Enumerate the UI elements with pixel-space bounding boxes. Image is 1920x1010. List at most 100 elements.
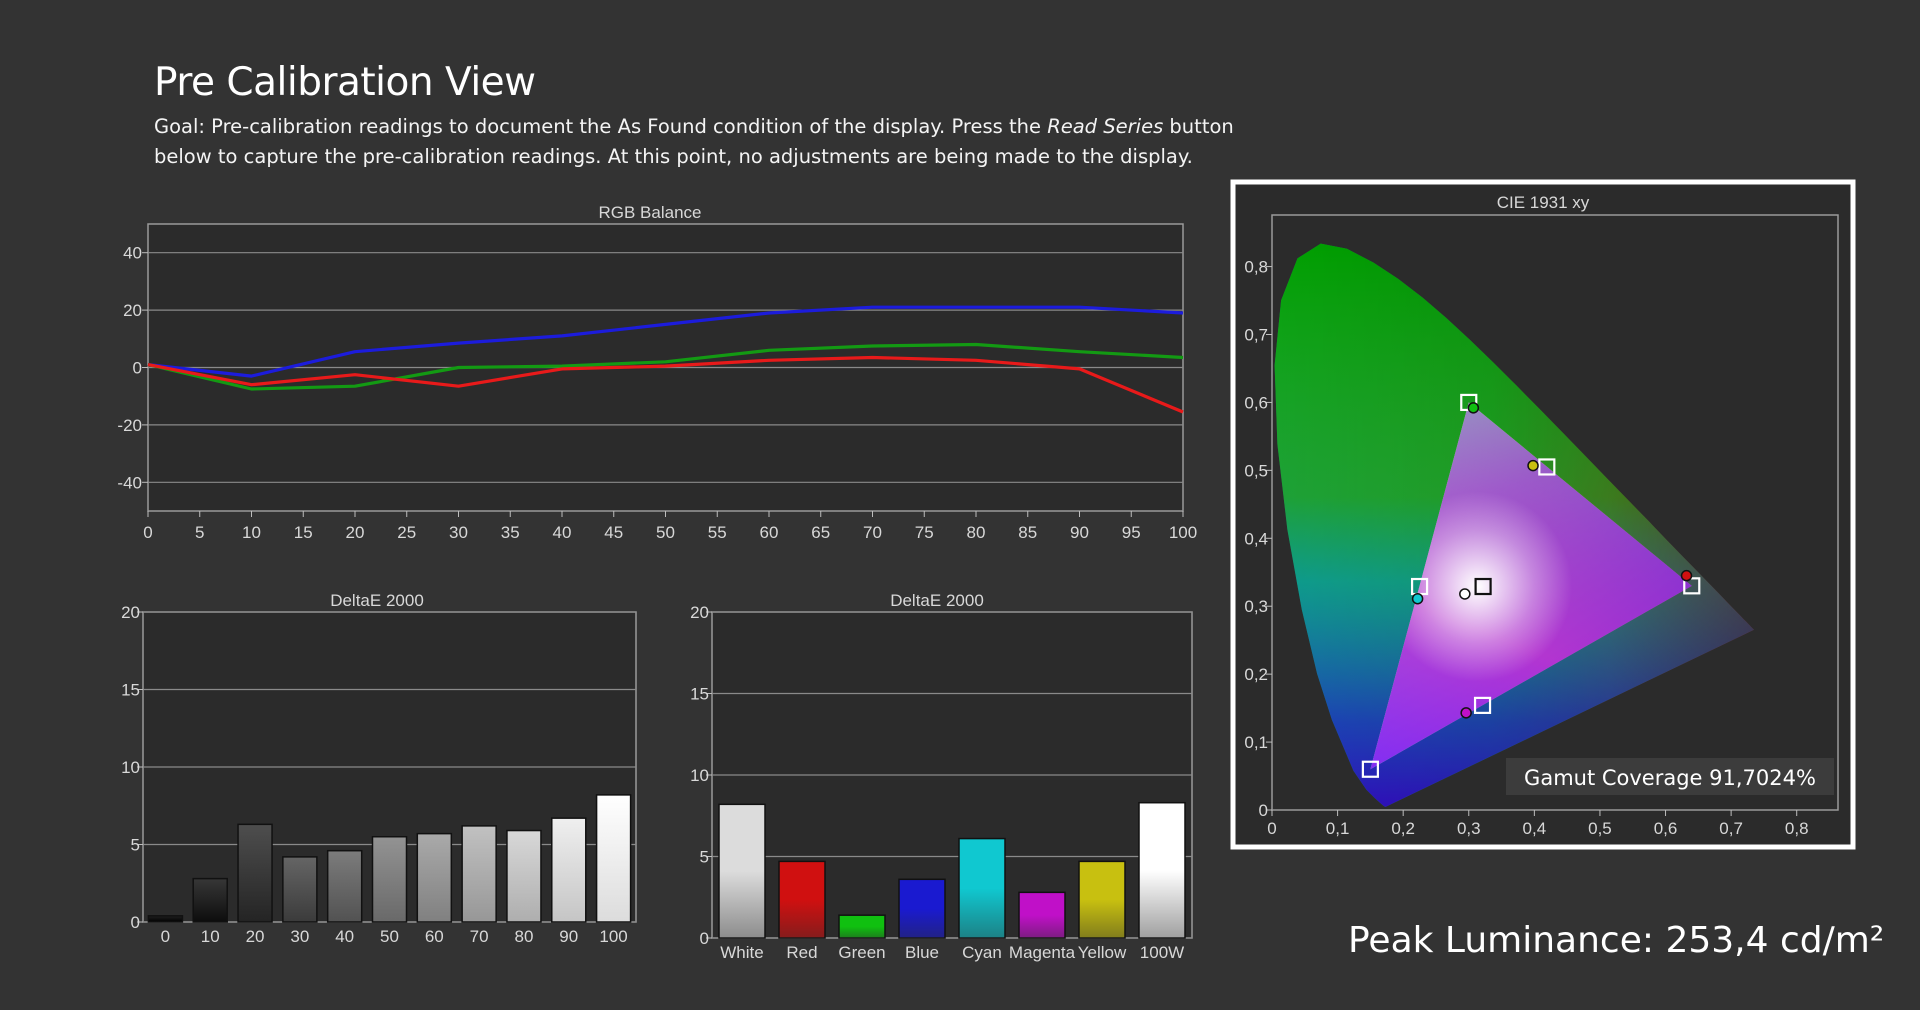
rgb-x-tick-label: 75 [915, 523, 934, 542]
goal-text-prefix: Goal: Pre-calibration readings to docume… [154, 115, 1048, 138]
cie-x-axis: 0 0,1 0,2 0,3 0,4 0,5 0,6 0,7 0,8 [1267, 810, 1809, 838]
rgb-x-tick-label: 45 [604, 523, 623, 542]
color-y-tick-label: 15 [690, 685, 709, 704]
rgb-series-line-0 [147, 305, 1184, 378]
color-bar [1078, 860, 1126, 939]
color-x-tick-label: Red [786, 943, 817, 962]
rgb-x-tick-label: 85 [1018, 523, 1037, 542]
cie-x-tick-label: 0,1 [1326, 819, 1350, 838]
color-x-tick-label: Cyan [962, 943, 1002, 962]
deltae-colors-chart: DeltaE 2000 20 15 10 5 0 White Red Green Blue Cy… [690, 591, 1193, 962]
rgb-x-tick-label: 80 [967, 523, 986, 542]
cie-x-tick-label: 0,5 [1588, 819, 1612, 838]
gray-x-tick-label: 80 [514, 927, 533, 946]
rgb-x-tick-label: 5 [195, 523, 204, 542]
color-bar [958, 837, 1006, 939]
gray-x-tick-label: 90 [559, 927, 578, 946]
target-marker [1474, 577, 1492, 596]
gray-bars [147, 794, 632, 923]
target-marker [1473, 696, 1492, 714]
rgb-y-tick-label: -40 [117, 473, 142, 492]
target-marker [1683, 577, 1701, 595]
gray-x-tick-label: 10 [201, 927, 220, 946]
color-x-tick-label: Blue [905, 943, 939, 962]
gray-bar [147, 915, 184, 923]
cie-y-tick-label: 0,3 [1244, 597, 1268, 616]
rgb-x-tick-label: 65 [811, 523, 830, 542]
rgb-x-tick-label: 55 [708, 523, 727, 542]
color-y-tick-label: 10 [690, 766, 709, 785]
measured-point [1460, 707, 1472, 719]
color-bars [718, 801, 1186, 939]
cie-x-tick-label: 0,4 [1523, 819, 1547, 838]
gray-x-tick-label: 70 [470, 927, 489, 946]
measured-point [1527, 459, 1539, 472]
rgb-y-tick-label: 40 [123, 244, 142, 263]
cie-y-axis: 0,8 0,7 0,6 0,5 0,4 0,3 0,2 0,1 0 [1244, 258, 1272, 820]
gray-y-tick-label: 15 [121, 681, 140, 700]
measured-point [1459, 588, 1471, 600]
gray-bar [416, 832, 453, 923]
gray-chart-title: DeltaE 2000 [330, 591, 424, 610]
rgb-x-tick-label: 35 [501, 523, 520, 542]
rgb-y-tick-label: -20 [117, 416, 142, 435]
rgb-y-tick-label: 20 [123, 301, 142, 320]
gray-bar [371, 836, 408, 923]
rgb-x-tick-label: 0 [143, 523, 152, 542]
measured-markers [1411, 402, 1693, 719]
color-x-tick-label: Yellow [1078, 943, 1127, 962]
read-series-reference: Read Series [1047, 115, 1164, 138]
target-markers [1361, 393, 1701, 778]
gray-x-tick-label: 50 [380, 927, 399, 946]
gray-x-tick-label: 20 [246, 927, 265, 946]
gray-x-axis: 0 10 20 30 40 50 60 70 80 90 100 [161, 927, 628, 946]
gamut-coverage-label: Gamut Coverage 91,7024% [1524, 766, 1816, 790]
color-x-tick-label: White [720, 943, 763, 962]
rgb-x-tick-label: 40 [553, 523, 572, 542]
color-x-axis: White Red Green Blue Cyan Magenta Yellow 100W [720, 943, 1184, 962]
rgb-series-line-1 [147, 342, 1184, 391]
rgb-x-tick-label: 20 [346, 523, 365, 542]
cie-y-tick-label: 0,7 [1244, 325, 1268, 344]
color-y-axis: 20 15 10 5 0 [690, 603, 712, 948]
color-bar [1138, 801, 1186, 939]
cie-y-tick-label: 0,4 [1244, 529, 1268, 548]
rgb-x-tick-label: 15 [294, 523, 313, 542]
gray-x-tick-label: 60 [425, 927, 444, 946]
measured-point [1467, 402, 1480, 414]
gray-y-axis: 20 15 10 5 0 [121, 603, 143, 932]
color-bar [1018, 891, 1066, 939]
cie-x-tick-label: 0,7 [1719, 819, 1743, 838]
goal-description: Goal: Pre-calibration readings to docume… [154, 112, 1284, 172]
rgb-x-tick-label: 70 [863, 523, 882, 542]
cie-x-tick-label: 0,2 [1391, 819, 1415, 838]
color-y-tick-label: 0 [700, 929, 709, 948]
color-chart-title: DeltaE 2000 [890, 591, 984, 610]
gray-x-tick-label: 0 [161, 927, 170, 946]
gray-x-tick-label: 30 [290, 927, 309, 946]
gray-y-tick-label: 10 [121, 758, 140, 777]
measured-point [1411, 592, 1424, 605]
target-marker [1538, 458, 1556, 476]
rgb-x-axis: 0 5 10 15 20 25 30 35 40 45 50 55 60 65 70 75 80 85 90 95 10… [143, 511, 1197, 542]
rgb-series-lines [147, 305, 1184, 414]
color-bar [718, 803, 766, 939]
page-title: Pre Calibration View [154, 60, 536, 105]
gray-bar [237, 823, 273, 923]
cie-x-tick-label: 0,3 [1457, 819, 1481, 838]
rgb-x-tick-label: 90 [1070, 523, 1089, 542]
rgb-y-axis: 40 20 0 -20 -40 [117, 244, 148, 492]
gamut-coverage-box [1506, 758, 1834, 795]
rgb-chart-title: RGB Balance [599, 203, 702, 222]
gray-bar [192, 877, 228, 923]
color-bar [838, 914, 886, 939]
color-y-tick-label: 20 [690, 603, 709, 622]
rgb-series-line-2 [147, 355, 1184, 414]
cie-x-tick-label: 0,6 [1654, 819, 1678, 838]
peak-luminance: Peak Luminance: 253,4 cd/m² [1348, 920, 1884, 961]
gray-y-tick-label: 20 [121, 603, 140, 622]
target-marker [1361, 760, 1379, 778]
gray-x-tick-label: 100 [599, 927, 627, 946]
